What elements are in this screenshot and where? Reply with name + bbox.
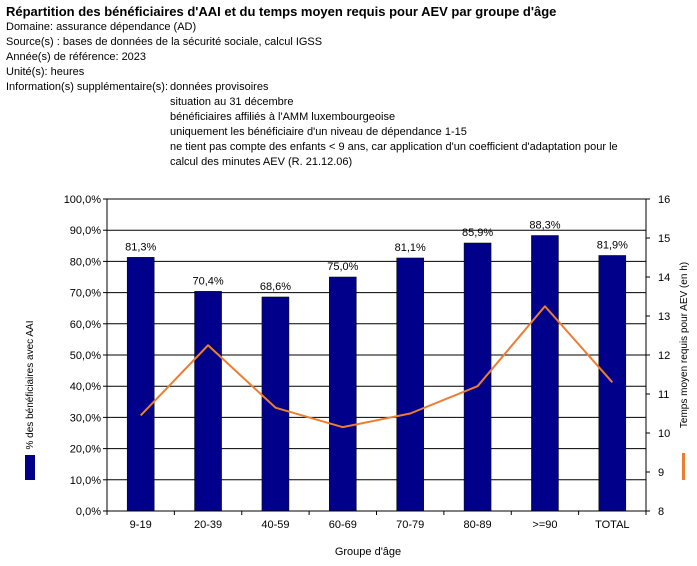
meta-unit: Unité(s): heures <box>6 66 85 78</box>
left-tick-label: 0,0% <box>76 506 101 518</box>
legend-bar-swatch <box>25 455 35 480</box>
right-tick-label: 11 <box>658 389 669 401</box>
bar-data-label: 88,3% <box>529 220 560 232</box>
bar-data-label: 81,3% <box>125 241 156 253</box>
right-tick-label: 12 <box>658 350 670 362</box>
left-tick-label: 90,0% <box>70 225 101 237</box>
bar-data-label: 81,9% <box>597 239 628 251</box>
x-tick-label: 70-79 <box>396 519 424 531</box>
left-tick-label: 100,0% <box>64 194 102 206</box>
info-list: données provisoires situation au 31 déce… <box>170 80 670 170</box>
info-item: bénéficiaires affiliés à l'AMM luxembour… <box>170 111 396 123</box>
info-item: calcul des minutes AEV (R. 21.12.06) <box>170 156 353 168</box>
right-tick-label: 14 <box>658 272 670 284</box>
left-tick-label: 40,0% <box>70 381 101 393</box>
bar-data-label: 68,6% <box>260 281 291 293</box>
bar-data-label: 70,4% <box>192 275 223 287</box>
x-tick-label: TOTAL <box>595 519 629 531</box>
meta-info: Information(s) supplémentaire(s): donnée… <box>6 80 691 168</box>
meta-domain: Domaine: assurance dépendance (AD) <box>6 21 197 33</box>
chart-header: Répartition des bénéficiaires d'AAI et d… <box>6 3 691 168</box>
info-item: données provisoires <box>170 81 269 93</box>
chart-title: Répartition des bénéficiaires d'AAI et d… <box>6 4 557 19</box>
bar <box>463 242 492 512</box>
bar <box>598 255 627 512</box>
left-tick-label: 80,0% <box>70 256 101 268</box>
x-tick-label: 20-39 <box>194 519 222 531</box>
bar-data-label: 75,0% <box>327 261 358 273</box>
right-tick-label: 13 <box>658 311 670 323</box>
meta-source: Source(s) : bases de données de la sécur… <box>6 36 323 48</box>
series-line <box>139 305 614 429</box>
grid-lines <box>107 198 646 481</box>
x-tick-label: >=90 <box>532 519 557 531</box>
bar <box>329 276 357 512</box>
right-tick-label: 9 <box>658 467 664 479</box>
left-tick-label: 20,0% <box>70 444 101 456</box>
left-tick-label: 10,0% <box>70 475 101 487</box>
data-labels: 81,3% 70,4% 68,6% 75,0% 81,1% 85,9% 88,3% 81,9% <box>125 220 628 293</box>
left-tick-label: 30,0% <box>70 412 101 424</box>
right-tick-label: 10 <box>658 428 670 440</box>
left-axis-ticks: 0,0% 10,0% 20,0% 30,0% 40,0% 50,0% 60,0% 70,0% 8… <box>64 194 107 518</box>
right-tick-label: 16 <box>658 194 670 206</box>
legend-line-swatch <box>682 453 685 480</box>
left-axis-title: % des bénéficiaires avec AAI <box>25 321 36 450</box>
bar <box>396 257 424 512</box>
right-tick-label: 15 <box>658 233 670 245</box>
line-series <box>139 305 614 429</box>
right-tick-label: 8 <box>658 506 664 518</box>
meta-reference-year: Année(s) de référence: 2023 <box>6 51 147 63</box>
info-item: ne tient pas compte des enfants < 9 ans,… <box>170 141 618 153</box>
bar-data-label: 85,9% <box>462 227 493 239</box>
bar-data-label: 81,1% <box>395 242 426 254</box>
left-tick-label: 70,0% <box>70 288 101 300</box>
bar <box>531 235 559 512</box>
right-axis-title: Temps moyen requis pour AEV (en h) <box>679 262 690 428</box>
x-axis-ticks: 9-19 20-39 40-59 60-69 70-79 80-89 >=90 TOTAL <box>106 511 647 531</box>
info-label: Information(s) supplémentaire(s): <box>6 81 169 93</box>
x-axis-title: Groupe d'âge <box>335 546 401 558</box>
left-tick-label: 50,0% <box>70 350 101 362</box>
info-item: uniquement les bénéficiaire d'un niveau … <box>170 126 467 138</box>
x-tick-label: 60-69 <box>329 519 357 531</box>
x-tick-label: 9-19 <box>130 519 152 531</box>
left-tick-label: 60,0% <box>70 319 101 331</box>
bar <box>261 296 290 512</box>
x-tick-label: 80-89 <box>463 519 491 531</box>
x-tick-label: 40-59 <box>261 519 289 531</box>
right-axis-ticks: 8 9 10 11 12 13 14 15 16 <box>646 194 670 518</box>
bar <box>126 257 155 512</box>
bar <box>194 291 222 512</box>
info-item: situation au 31 décembre <box>170 96 294 108</box>
